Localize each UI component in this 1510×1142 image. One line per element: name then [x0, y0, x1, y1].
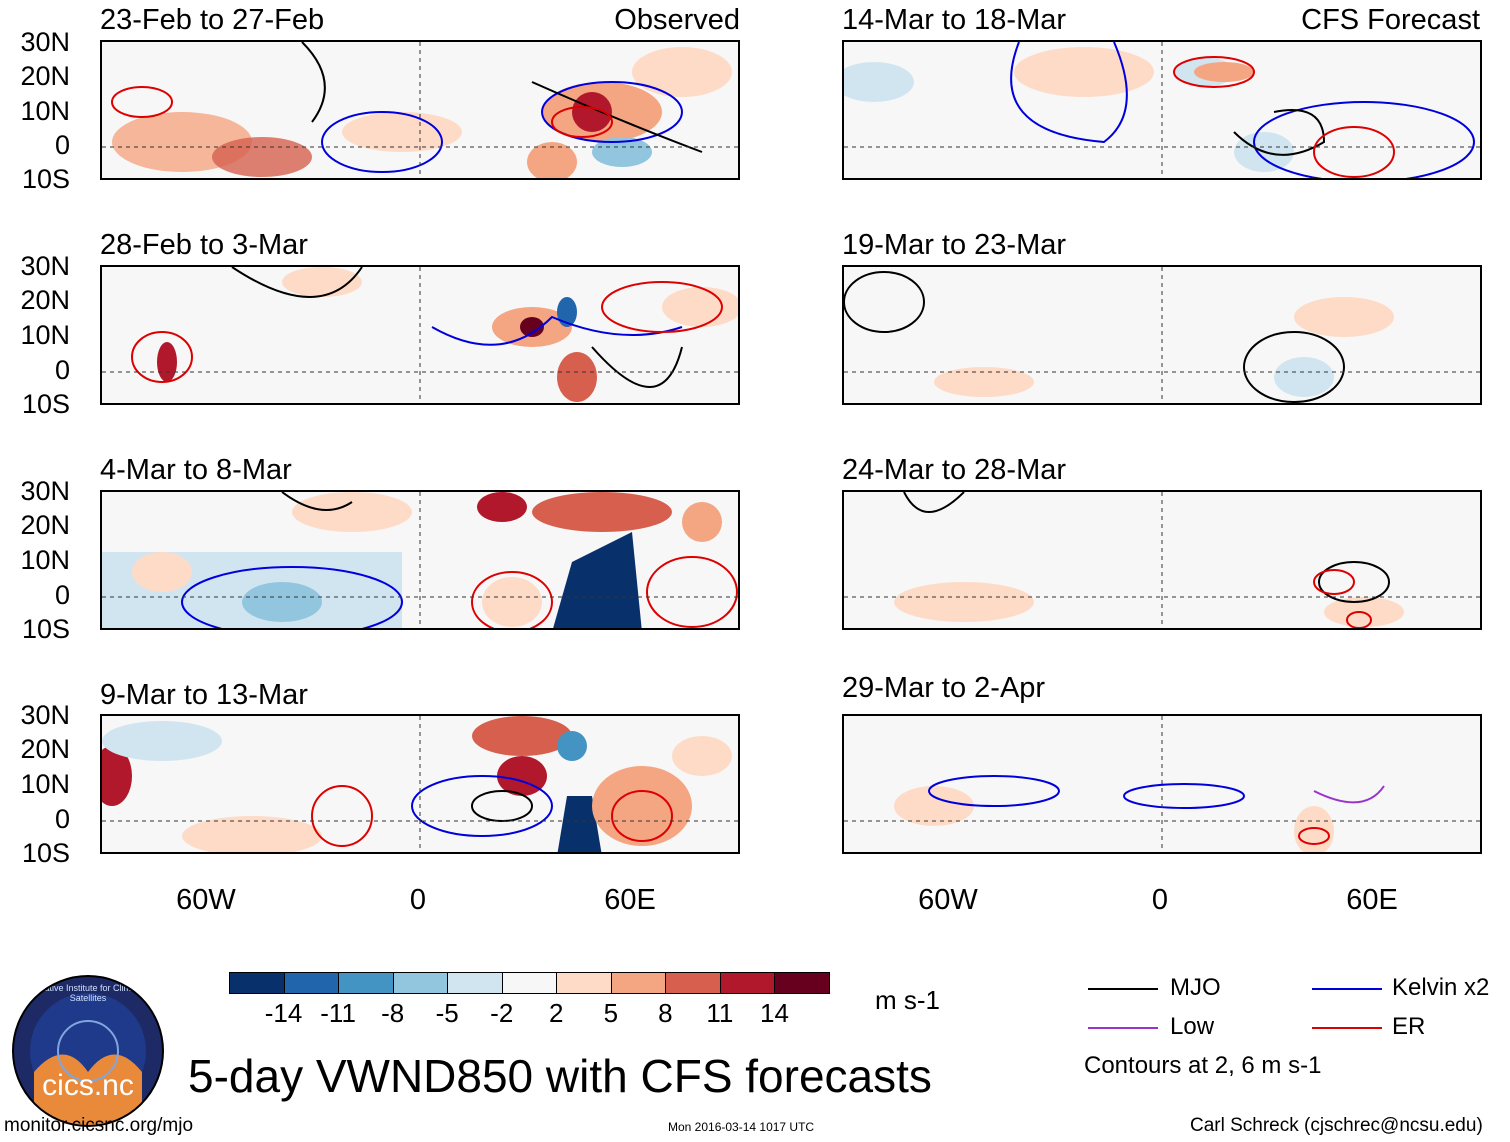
lat-label: 20N: [20, 734, 70, 764]
colorbar-swatch: [719, 972, 776, 994]
cfs-forecast-label: CFS Forecast: [1301, 4, 1480, 36]
map-overlay: [102, 492, 738, 628]
colorbar-swatch: [229, 972, 285, 994]
map-overlay: [102, 267, 738, 403]
lat-label: 10N: [20, 769, 70, 799]
lon-label: 60E: [1346, 884, 1398, 916]
lat-label: 20N: [20, 61, 70, 91]
colorbar-units: m s-1: [875, 985, 940, 1015]
observed-label: Observed: [614, 4, 740, 36]
lat-label: 10S: [21, 614, 70, 644]
lat-label: 10N: [20, 320, 70, 350]
footer-url: monitor.cicsnc.org/mjo: [4, 1115, 194, 1136]
mjo-legend-label: MJO: [1170, 974, 1221, 1001]
colorbar-swatch: [501, 972, 558, 994]
colorbar-label: -2: [490, 998, 514, 1028]
map-panel: [100, 714, 740, 854]
panel-title: 14-Mar to 18-Mar: [842, 4, 1067, 36]
lat-label: 30N: [20, 27, 70, 57]
map-overlay: [844, 267, 1480, 403]
lat-label: 10S: [21, 838, 70, 868]
cics-logo: Cooperative Institute for Climate and Sa…: [12, 975, 164, 1127]
map-panel: [100, 265, 740, 405]
colorbar-swatch: [610, 972, 667, 994]
lat-label: 10N: [20, 545, 70, 575]
main-title: 5-day VWND850 with CFS forecasts: [188, 1050, 932, 1102]
map-overlay: [102, 42, 738, 178]
contours-note: Contours at 2, 6 m s-1: [1084, 1052, 1322, 1079]
footer-timestamp: Mon 2016-03-14 1017 UTC: [668, 1120, 815, 1134]
er-legend-line: [1312, 1027, 1382, 1029]
lat-label: 30N: [20, 700, 70, 730]
lat-label: 0: [54, 130, 70, 160]
map-overlay: [844, 492, 1480, 628]
map-panel: [842, 714, 1482, 854]
logo-text: cics.nc: [42, 1069, 134, 1102]
kelvin-legend-line: [1312, 988, 1382, 990]
colorbar-label: 5: [603, 998, 619, 1028]
lat-label: 0: [54, 580, 70, 610]
map-panel: [100, 490, 740, 630]
colorbar-label: 14: [759, 998, 789, 1028]
panel-title: 9-Mar to 13-Mar: [100, 679, 308, 711]
map-overlay: [844, 716, 1480, 852]
colorbar-swatch: [447, 972, 503, 994]
map-panel: [842, 490, 1482, 630]
map-panel: [842, 40, 1482, 180]
lat-label: 10S: [21, 389, 70, 419]
panel-title: 28-Feb to 3-Mar: [100, 229, 308, 261]
lat-label: 10N: [20, 96, 70, 126]
colorbar-label: -5: [435, 998, 459, 1028]
lat-label: 20N: [20, 285, 70, 315]
colorbar-label: 11: [706, 998, 734, 1028]
colorbar-swatch: [392, 972, 449, 994]
colorbar-label: -11: [320, 998, 356, 1028]
colorbar-swatch: [556, 972, 612, 994]
lon-label: 0: [1151, 884, 1169, 916]
lat-label: 30N: [20, 476, 70, 506]
colorbar-swatch: [338, 972, 394, 994]
map-overlay: [844, 42, 1480, 178]
lat-label: 20N: [20, 510, 70, 540]
panel-title: 23-Feb to 27-Feb: [100, 4, 325, 36]
panel-title: 29-Mar to 2-Apr: [842, 672, 1046, 704]
colorbar-label: -8: [381, 998, 405, 1028]
panel-title: 24-Mar to 28-Mar: [842, 454, 1067, 486]
kelvin-legend-label: Kelvin x2: [1392, 974, 1490, 1001]
colorbar-label: -14: [264, 998, 303, 1028]
low-legend-label: Low: [1170, 1013, 1215, 1040]
map-panel: [842, 265, 1482, 405]
lon-label: 60W: [918, 884, 978, 916]
map-panel: [100, 40, 740, 180]
lon-label: 60E: [604, 884, 656, 916]
logo-ring-text: Cooperative Institute for Climate and Sa…: [14, 983, 162, 1003]
lon-label: 60W: [176, 884, 236, 916]
colorbar-label: 8: [658, 998, 673, 1028]
map-overlay: [102, 716, 738, 852]
lat-label: 0: [54, 804, 70, 834]
colorbar-swatch: [774, 972, 830, 994]
lon-label: 0: [409, 884, 427, 916]
lat-label: 30N: [20, 251, 70, 281]
colorbar-label: 2: [549, 998, 564, 1028]
panel-title: 4-Mar to 8-Mar: [100, 454, 292, 486]
low-legend-line: [1088, 1027, 1158, 1029]
mjo-legend-line: [1088, 988, 1158, 990]
logo-art-icon: [30, 993, 146, 1125]
lat-label: 10S: [21, 164, 70, 194]
lat-label: 0: [54, 355, 70, 385]
colorbar-swatch: [665, 972, 721, 994]
footer-author: Carl Schreck (cjschrec@ncsu.edu): [1190, 1115, 1483, 1136]
er-legend-label: ER: [1392, 1013, 1426, 1040]
colorbar-swatch: [283, 972, 340, 994]
panel-title: 19-Mar to 23-Mar: [842, 229, 1067, 261]
